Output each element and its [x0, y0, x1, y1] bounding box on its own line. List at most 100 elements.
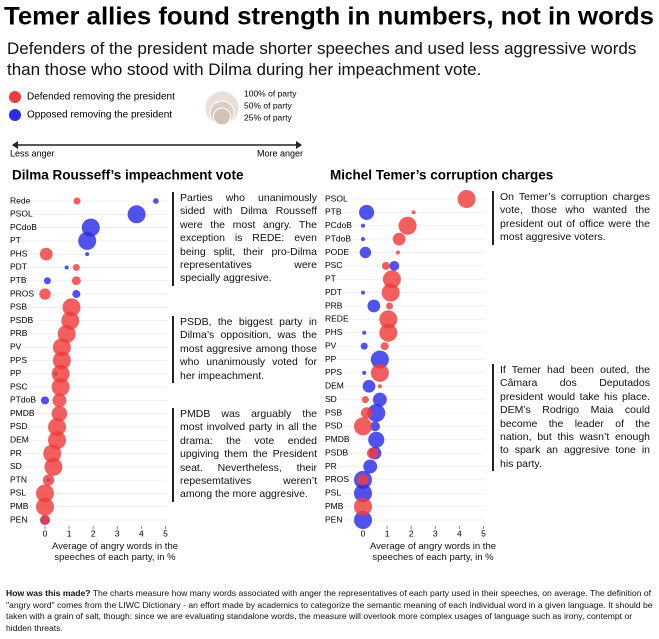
category-label: PT — [10, 235, 21, 245]
bubble — [39, 247, 53, 261]
category-label: PT — [325, 274, 336, 284]
category-label: PSOL — [325, 193, 348, 203]
bubble — [72, 290, 81, 299]
bubble — [411, 210, 416, 215]
bubble — [360, 342, 368, 350]
category-label: PODE — [325, 247, 349, 257]
category-label: PSL — [10, 488, 26, 498]
bubble — [36, 497, 54, 516]
footnote-lead: How was this made? — [6, 588, 91, 598]
bubble — [380, 342, 389, 351]
bubble — [51, 405, 68, 422]
bubble — [42, 474, 55, 486]
more-anger: More anger — [257, 148, 303, 158]
x-tick-label: 2 — [91, 528, 96, 538]
category-label: PSB — [325, 407, 342, 417]
annotation: Parties who unanimously sided with Dilma… — [172, 192, 317, 286]
bubble — [381, 283, 400, 302]
bubble — [354, 417, 372, 436]
category-label: PRB — [10, 328, 28, 338]
category-label: PR — [325, 461, 337, 471]
category-label: PSDB — [10, 315, 33, 325]
x-axis-label: Average of angry words in the speeches o… — [369, 541, 497, 563]
category-label: PDT — [325, 287, 342, 297]
category-label: PMDB — [325, 434, 350, 444]
size-legend-label: 25% of party — [244, 112, 292, 122]
bubble — [360, 223, 366, 228]
bubble — [78, 231, 97, 250]
category-label: PCdoB — [10, 222, 37, 232]
category-label: PP — [325, 354, 337, 364]
category-label: Rede — [10, 195, 31, 205]
bubble — [382, 270, 401, 289]
size-legend-label: 50% of party — [244, 100, 292, 110]
category-label: PROS — [325, 474, 349, 484]
annotation: PMDB was arguably the most involved part… — [172, 408, 317, 502]
legend-swatch — [9, 91, 21, 103]
category-label: PMB — [325, 501, 344, 511]
bubble — [392, 232, 406, 246]
category-label: PROS — [10, 288, 34, 298]
category-label: DEM — [325, 381, 344, 391]
legend-swatch — [9, 109, 21, 121]
x-tick-label: 5 — [163, 528, 168, 538]
bubble — [48, 417, 67, 436]
category-label: REDE — [325, 314, 349, 324]
annotation: PSDB, the biggest party in Dilma’s oppos… — [172, 316, 317, 384]
bubble — [367, 299, 381, 313]
category-label: PTdoB — [10, 395, 36, 405]
category-label: PEN — [325, 514, 342, 524]
bubble — [363, 459, 378, 474]
x-tick-label: 3 — [433, 528, 438, 538]
category-label: PEN — [10, 514, 27, 524]
bubble — [377, 384, 382, 389]
bubble — [43, 444, 62, 463]
category-label: PSD — [325, 421, 342, 431]
bubble — [153, 198, 159, 204]
bubble — [127, 205, 146, 224]
bubble — [36, 484, 54, 503]
category-label: PSL — [325, 488, 341, 498]
bubble — [372, 392, 387, 407]
bubble — [354, 484, 372, 503]
legend-label: Opposed removing the president — [27, 110, 172, 121]
bubble — [64, 265, 69, 270]
category-label: PCdoB — [325, 220, 352, 230]
category-label: PSB — [10, 302, 27, 312]
category-label: PHS — [10, 248, 28, 258]
legend-label: Defended removing the president — [27, 92, 175, 103]
category-label: PSC — [325, 260, 342, 270]
footnote: How was this made? The charts measure ho… — [6, 588, 654, 634]
category-label: PRB — [325, 300, 343, 310]
bubble — [370, 350, 389, 369]
bubble — [360, 407, 373, 419]
category-label: PTB — [10, 275, 27, 285]
bubble — [51, 364, 70, 383]
bubble — [360, 290, 366, 295]
bubble — [71, 276, 81, 286]
category-label: PTB — [325, 207, 342, 217]
x-axis-label: Average of angry words in the speeches o… — [51, 541, 179, 563]
bubble — [51, 378, 70, 397]
bubble — [40, 396, 50, 405]
bubble — [395, 250, 400, 255]
bubble — [381, 261, 390, 270]
bubble — [52, 393, 67, 408]
x-tick-label: 5 — [481, 528, 486, 538]
category-label: PSOL — [10, 209, 33, 219]
title: Temer allies found strength in numbers, … — [4, 3, 654, 31]
footnote-text: The charts measure how many words associ… — [6, 588, 653, 633]
category-label: PTN — [10, 474, 27, 484]
category-label: PPS — [10, 355, 27, 365]
category-label: PMDB — [10, 408, 35, 418]
bubble — [457, 190, 476, 208]
bubble — [379, 310, 398, 329]
bubble — [386, 302, 393, 310]
bubble — [39, 288, 51, 300]
chart-title: Michel Temer’s corruption charges — [330, 168, 553, 183]
category-label: SD — [325, 394, 337, 404]
category-label: PDT — [10, 262, 27, 272]
bubble — [85, 252, 90, 257]
bubble — [52, 351, 71, 370]
